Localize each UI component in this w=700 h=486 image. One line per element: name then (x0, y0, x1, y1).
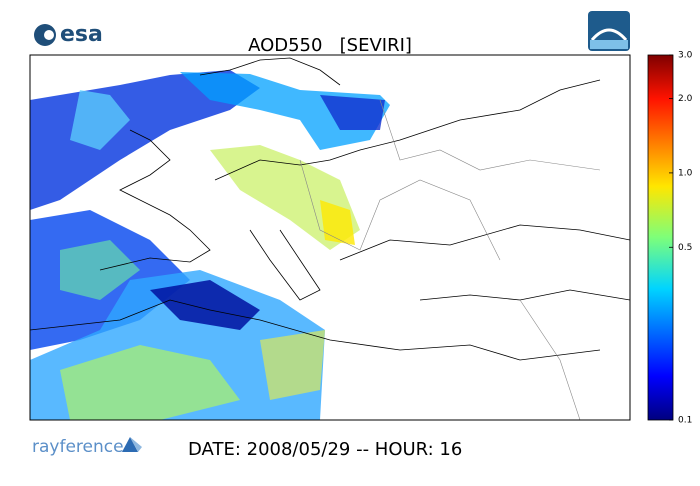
rayference-logo-text: rayference (32, 437, 124, 457)
map-frame (29, 54, 631, 421)
colorbar-scale (647, 54, 674, 421)
esa-logo-text: esa (60, 22, 103, 47)
rayference-logo: rayference (32, 437, 142, 457)
project-icon (588, 11, 630, 51)
date-label: DATE: 2008/05/29 -- HOUR: 16 (188, 439, 462, 460)
colorbar-tick-label: 0.5 (678, 243, 692, 253)
colorbar-tick-label: 2.0 (678, 94, 693, 104)
map (30, 55, 630, 420)
map-title: AOD550 [SEVIRI] (248, 35, 412, 56)
colorbar: 3.0 2.0 1.0 0.5 0.1 (647, 51, 693, 426)
esa-logo: esa (34, 22, 103, 47)
colorbar-tick-label: 3.0 (678, 51, 693, 61)
colorbar-tick-label: 1.0 (678, 168, 693, 178)
colorbar-tick-label: 0.1 (678, 416, 692, 426)
